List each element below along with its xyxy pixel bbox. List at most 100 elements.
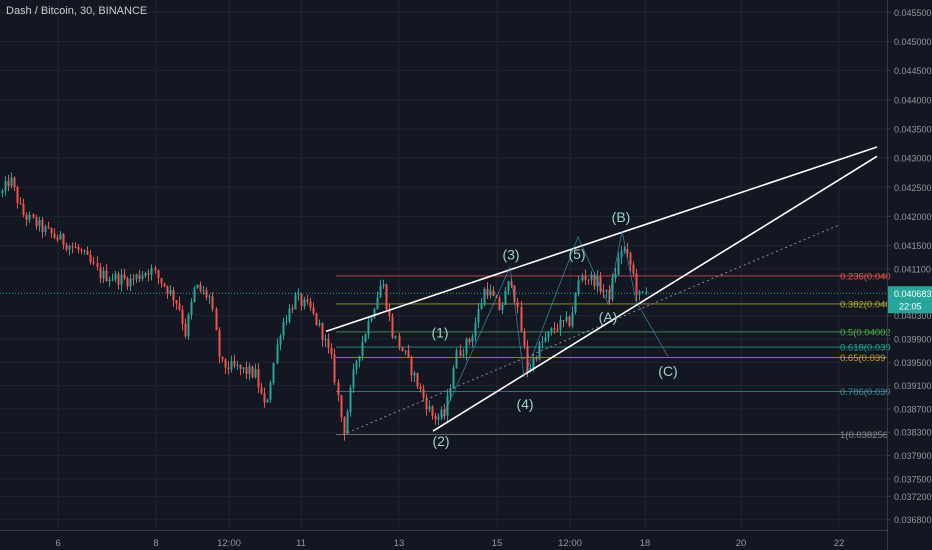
candle-up (294, 294, 297, 310)
candle-down (138, 274, 141, 279)
candle-up (102, 270, 105, 279)
candle-up (364, 334, 367, 342)
candle-down (391, 316, 394, 338)
candle-down (22, 203, 25, 215)
candle-up (144, 273, 147, 276)
candle-down (330, 347, 333, 355)
candle-up (605, 289, 608, 292)
candle-up (449, 388, 452, 396)
candle-up (507, 281, 510, 291)
x-tick-label: 11 (296, 538, 306, 549)
candle-up (276, 344, 279, 363)
candle-up (358, 355, 361, 362)
candle-down (227, 367, 230, 370)
candle-down (401, 347, 404, 352)
candle-up (413, 373, 416, 376)
candle-down (172, 290, 175, 301)
candle-down (105, 270, 108, 282)
candle-up (367, 320, 370, 335)
candle-down (132, 278, 135, 280)
fib-level-label: 0.5(0.04002 (840, 327, 891, 338)
trendlines (325, 146, 878, 436)
candle-up (83, 250, 86, 252)
candle-down (599, 276, 602, 292)
candle-down (62, 234, 65, 245)
candle-down (251, 366, 254, 377)
candle-down (211, 296, 214, 309)
candle-down (199, 284, 202, 291)
x-tick-label: 18 (640, 538, 651, 549)
candle-down (224, 359, 227, 368)
y-tick-label: 0.040300 (894, 311, 932, 321)
candle-up (373, 308, 376, 318)
candle-up (1, 191, 4, 194)
price-tag-box (888, 286, 932, 314)
candle-down (218, 330, 221, 357)
candle-down (492, 290, 495, 296)
candle-down (233, 360, 236, 366)
candle-up (547, 331, 550, 338)
y-tick-label: 0.039900 (894, 334, 932, 344)
candle-down (321, 323, 324, 341)
y-tick-label: 0.041500 (894, 241, 932, 251)
candle-down (221, 356, 224, 360)
candle-up (355, 361, 358, 370)
candle-up (489, 290, 492, 296)
candle-up (28, 214, 31, 220)
fib-level-label: 0.618(0.039 (840, 343, 891, 354)
y-tick-label: 0.042000 (894, 212, 932, 222)
candle-up (465, 338, 468, 354)
candlesticks (1, 172, 648, 441)
candle-up (150, 268, 153, 275)
candle-down (468, 338, 471, 343)
fib-level-label: 1(0.038256 (840, 430, 888, 441)
candle-down (513, 285, 516, 302)
y-tick-label: 0.041100 (894, 264, 931, 274)
y-tick-label: 0.037200 (894, 492, 932, 502)
candle-down (163, 283, 166, 287)
candle-down (309, 301, 312, 308)
wave-label: (C) (658, 363, 677, 379)
candle-up (559, 320, 562, 331)
candle-down (291, 308, 294, 310)
wave-label: (5) (568, 246, 585, 262)
y-tick-label: 0.044000 (894, 95, 932, 105)
candle-up (120, 274, 123, 285)
wave-label: (3) (502, 246, 519, 262)
candle-down (154, 268, 157, 271)
wave-label: (2) (432, 433, 449, 449)
candle-down (77, 247, 80, 250)
candle-down (333, 354, 336, 383)
candle-down (157, 270, 160, 279)
y-tick-label: 0.043500 (894, 124, 932, 134)
candle-up (541, 341, 544, 343)
candle-up (282, 322, 285, 336)
candle-down (123, 274, 126, 279)
candle-up (452, 368, 455, 389)
x-tick-label: 8 (153, 538, 158, 549)
candle-down (568, 316, 571, 326)
candle-down (593, 274, 596, 287)
y-tick-label: 0.042500 (894, 183, 932, 193)
price-axis: 0.045500 0.045000 0.044500 0.044000 0.043500… (887, 0, 932, 550)
wave-label: (1) (431, 325, 448, 341)
candle-up (574, 293, 577, 313)
candle-down (635, 273, 638, 295)
candle-down (260, 387, 263, 394)
candle-down (19, 203, 22, 205)
candle-up (68, 246, 71, 250)
candle-down (337, 382, 340, 396)
candle-up (254, 369, 257, 377)
candle-down (602, 291, 605, 293)
fib-level-label: 0.786(0.039 (840, 387, 891, 398)
wave-labels: (1) (2) (3) (4) (5) (B) (A) (C) (431, 209, 677, 449)
candle-down (80, 249, 83, 251)
x-tick-label: 22 (834, 538, 845, 549)
candle-down (126, 278, 129, 287)
candle-up (208, 296, 211, 298)
candle-up (529, 368, 532, 371)
candle-down (398, 335, 401, 348)
